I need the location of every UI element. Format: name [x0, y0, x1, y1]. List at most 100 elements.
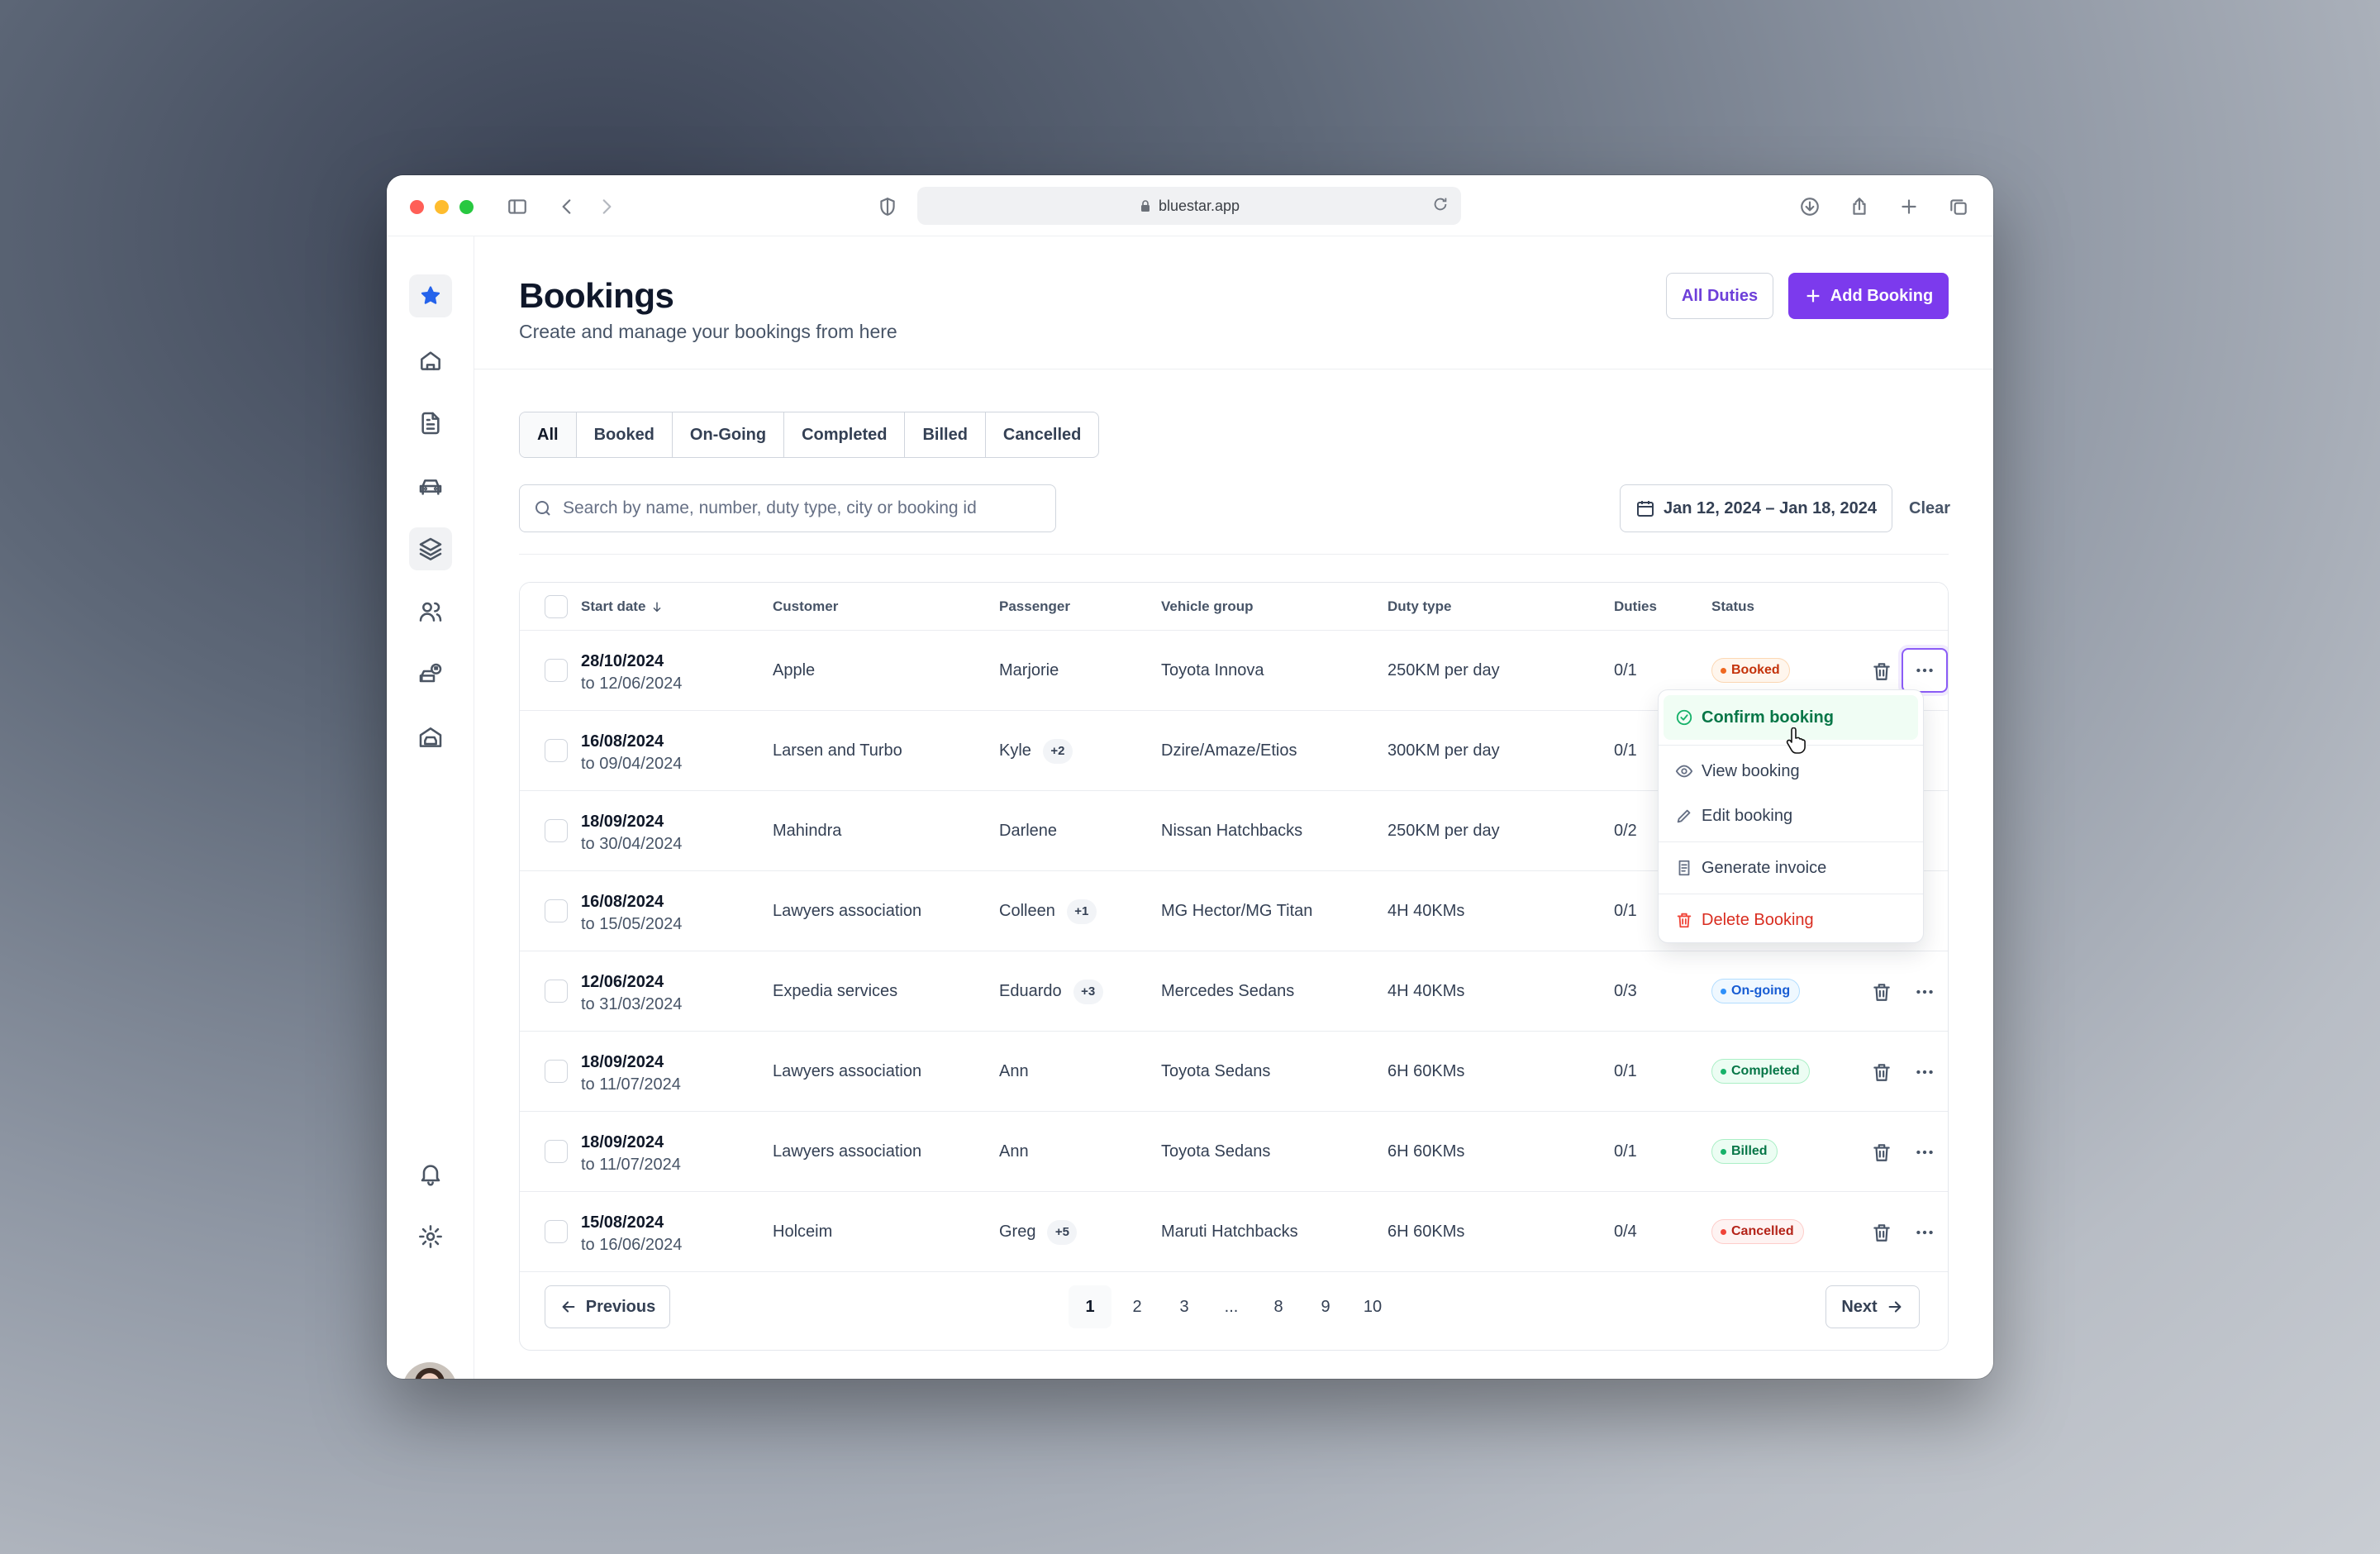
table-row[interactable]: 15/08/2024 to 16/06/2024 Holceim Greg +5 Maru… [520, 1192, 1948, 1272]
table-row[interactable]: 18/09/2024 to 30/04/2024 Mahindra Darlene Ni… [520, 791, 1948, 871]
status-label: Booked [1731, 663, 1780, 677]
tab-cancelled[interactable]: Cancelled [1002, 425, 1082, 444]
search-box[interactable] [519, 484, 1056, 532]
passenger-name: Greg [999, 1223, 1036, 1241]
date-range-picker[interactable]: Jan 12, 2024 – Jan 18, 2024 [1620, 484, 1892, 532]
next-page-button[interactable]: Next [1825, 1285, 1920, 1328]
forward-icon[interactable] [590, 190, 623, 223]
end-date: to 11/07/2024 [581, 1156, 681, 1174]
duty-type-cell: 4H 40KMs [1388, 982, 1465, 1000]
arrow-right-icon [1888, 1301, 1902, 1313]
back-icon[interactable] [550, 190, 583, 223]
delete-row-button[interactable] [1864, 1054, 1900, 1090]
sidebar-item-documents[interactable] [409, 402, 452, 445]
minimize-window-button[interactable] [435, 200, 449, 214]
row-checkbox[interactable] [545, 1140, 568, 1163]
sort-arrow-down-icon [653, 602, 661, 613]
previous-page-button[interactable]: Previous [545, 1285, 670, 1328]
page-number[interactable]: 9 [1321, 1297, 1330, 1316]
row-checkbox[interactable] [545, 980, 568, 1003]
page-number[interactable]: 8 [1273, 1297, 1283, 1316]
passenger-cell: Colleen +1 [999, 871, 1097, 951]
menu-view-booking[interactable]: View booking [1659, 749, 1923, 794]
vehicle-group-cell: Mercedes Sedans [1161, 982, 1295, 1000]
passenger-name: Ann [999, 1062, 1029, 1080]
address-bar[interactable]: bluestar.app [917, 187, 1461, 225]
table-row[interactable]: 16/08/2024 to 09/04/2024 Larsen and Turbo K… [520, 711, 1948, 791]
menu-confirm-booking[interactable]: Confirm booking [1664, 695, 1918, 740]
delete-row-button[interactable] [1864, 974, 1900, 1010]
table-row[interactable]: 18/09/2024 to 11/07/2024 Lawyers associati… [520, 1032, 1948, 1112]
star-logo-icon [421, 286, 440, 304]
tab-completed[interactable]: Completed [784, 412, 906, 457]
page-number[interactable]: 3 [1179, 1297, 1189, 1316]
delete-row-button[interactable] [1864, 653, 1900, 689]
status-dot [1721, 1068, 1726, 1075]
close-window-button[interactable] [410, 200, 424, 214]
reload-icon[interactable] [1431, 195, 1453, 217]
row-more-button[interactable] [1906, 1214, 1943, 1251]
sidebar-item-settings[interactable] [409, 1215, 452, 1258]
share-icon[interactable] [1843, 190, 1876, 223]
all-duties-button[interactable]: All Duties [1666, 273, 1773, 319]
sidebar-item-drivers[interactable] [409, 653, 452, 696]
sidebar-item-users[interactable] [409, 590, 452, 633]
sidebar-item-garage[interactable] [409, 716, 452, 759]
select-all-checkbox[interactable] [545, 595, 568, 618]
filter-divider [519, 554, 1949, 555]
search-input[interactable] [563, 498, 1042, 518]
plus-icon [1806, 289, 1820, 303]
sidebar-toggle-icon[interactable] [501, 190, 534, 223]
duty-type-cell: 250KM per day [1388, 661, 1500, 679]
end-date: to 30/04/2024 [581, 835, 683, 853]
customer-cell: Larsen and Turbo [773, 741, 902, 760]
delete-row-button[interactable] [1864, 1214, 1900, 1251]
row-checkbox[interactable] [545, 899, 568, 922]
page-number[interactable]: 1 [1069, 1285, 1111, 1328]
browser-toolbar: bluestar.app [387, 175, 1993, 236]
sidebar-item-bookings[interactable] [409, 527, 452, 570]
status-badge: On-going [1711, 979, 1801, 1003]
tab-billed[interactable]: Billed [905, 412, 986, 457]
add-booking-button[interactable]: Add Booking [1788, 273, 1949, 319]
page-number[interactable]: 2 [1132, 1297, 1142, 1316]
menu-delete-booking[interactable]: Delete Booking [1659, 898, 1923, 942]
start-date: 18/09/2024 [581, 1053, 664, 1071]
row-checkbox[interactable] [545, 739, 568, 762]
row-more-button[interactable] [1906, 974, 1943, 1010]
delete-row-button[interactable] [1864, 1134, 1900, 1170]
page-number[interactable]: 10 [1363, 1297, 1383, 1316]
tab-all[interactable]: All [520, 412, 577, 457]
sidebar-item-home[interactable] [409, 339, 452, 382]
tab-on-going[interactable]: On-Going [673, 412, 785, 457]
vehicle-group-cell: Toyota Innova [1161, 661, 1264, 679]
extra-passengers-badge: +3 [1073, 979, 1103, 1004]
new-tab-icon[interactable] [1892, 190, 1925, 223]
table-row[interactable]: 16/08/2024 to 15/05/2024 Lawyers associati… [520, 871, 1948, 951]
privacy-shield-icon[interactable] [871, 190, 904, 223]
row-more-button[interactable] [1906, 1134, 1943, 1170]
app-logo[interactable] [409, 274, 452, 317]
vehicle-group-cell: Maruti Hatchbacks [1161, 1223, 1298, 1241]
menu-edit-booking[interactable]: Edit booking [1659, 794, 1923, 838]
download-icon[interactable] [1793, 190, 1826, 223]
status-badge: Billed [1711, 1139, 1778, 1164]
clear-dates-button[interactable]: Clear [1909, 498, 1951, 517]
maximize-window-button[interactable] [459, 200, 474, 214]
row-more-button[interactable] [1906, 1054, 1943, 1090]
table-row[interactable]: 18/09/2024 to 11/07/2024 Lawyers associati… [520, 1112, 1948, 1192]
user-avatar[interactable] [402, 1362, 457, 1379]
row-checkbox[interactable] [545, 1220, 568, 1243]
menu-generate-invoice[interactable]: Generate invoice [1659, 846, 1923, 890]
row-checkbox[interactable] [545, 819, 568, 842]
sidebar-item-notifications[interactable] [409, 1152, 452, 1195]
row-more-button[interactable] [1902, 648, 1948, 693]
column-start-date[interactable]: Start date [581, 583, 664, 631]
row-checkbox[interactable] [545, 1060, 568, 1083]
sidebar-item-vehicles[interactable] [409, 465, 452, 508]
tab-overview-icon[interactable] [1942, 190, 1975, 223]
tab-booked[interactable]: Booked [577, 412, 673, 457]
table-row[interactable]: 28/10/2024 to 12/06/2024 Apple Marjorie Toyo… [520, 631, 1948, 711]
row-checkbox[interactable] [545, 659, 568, 682]
table-row[interactable]: 12/06/2024 to 31/03/2024 Expedia services E… [520, 951, 1948, 1032]
